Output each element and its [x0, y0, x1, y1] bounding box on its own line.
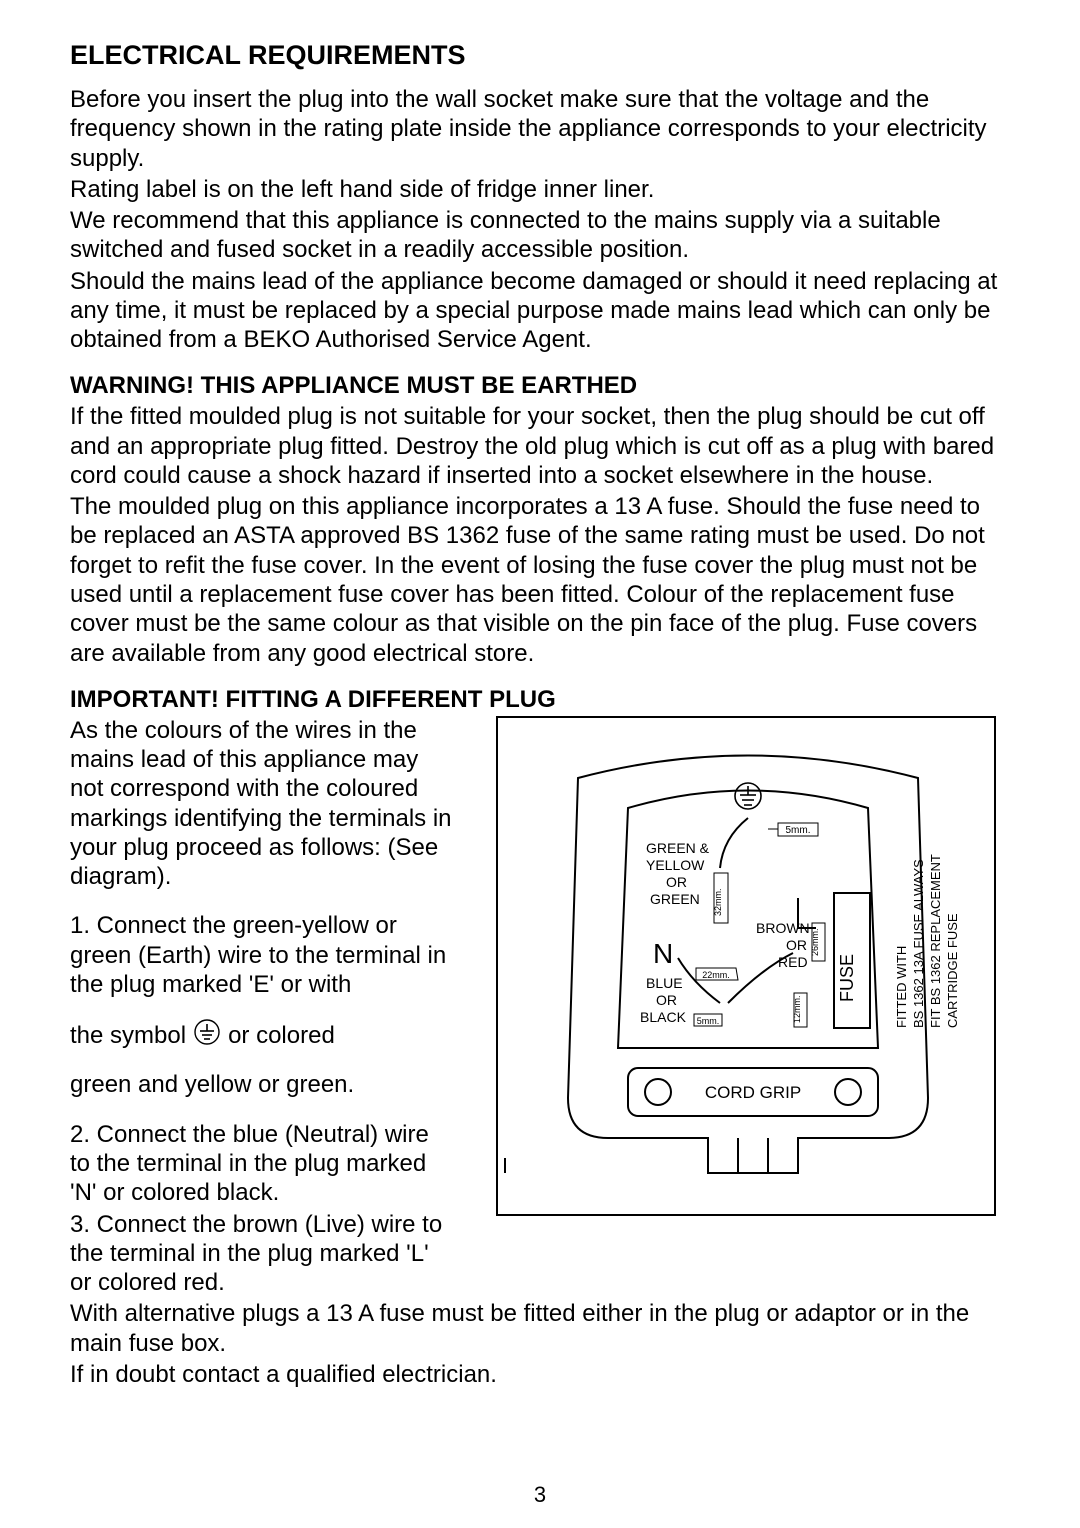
svg-text:BLACK: BLACK	[640, 1009, 687, 1025]
earth-icon	[194, 1019, 220, 1052]
plug-wiring-diagram: 5mm. GREEN & YELLOW OR GREEN 32mm. N BLU	[496, 716, 996, 1216]
page-heading: ELECTRICAL REQUIREMENTS	[70, 40, 1010, 71]
label-cord-grip: CORD GRIP	[705, 1083, 801, 1102]
two-column-section: As the colours of the wires in the mains…	[70, 716, 1010, 1300]
svg-text:OR: OR	[786, 937, 807, 953]
svg-text:CARTRIDGE FUSE: CARTRIDGE FUSE	[945, 913, 960, 1028]
label-n: N	[653, 938, 673, 969]
label-green-yellow: GREEN &	[646, 840, 710, 856]
svg-text:32mm.: 32mm.	[713, 888, 723, 916]
fitting-step-1: 1. Connect the green-yellow or green (Ea…	[70, 911, 452, 999]
closing-para-1: With alternative plugs a 13 A fuse must …	[70, 1299, 1010, 1358]
symbol-text-after: or colored	[228, 1021, 335, 1050]
right-column: 5mm. GREEN & YELLOW OR GREEN 32mm. N BLU	[482, 716, 1010, 1216]
len-5mm-bl: 5mm.	[697, 1016, 720, 1026]
intro-para-4: Should the mains lead of the appliance b…	[70, 267, 1010, 355]
fitting-para-1: As the colours of the wires in the mains…	[70, 716, 452, 892]
fitting-step-2: 2. Connect the blue (Neutral) wire to th…	[70, 1120, 452, 1208]
svg-text:OR: OR	[656, 992, 677, 1008]
fitting-color-1: green and yellow or green.	[70, 1070, 452, 1099]
fitting-step-3: 3. Connect the brown (Live) wire to the …	[70, 1210, 452, 1298]
svg-text:26mm.: 26mm.	[810, 928, 820, 956]
svg-text:GREEN: GREEN	[650, 891, 700, 907]
page-number: 3	[0, 1482, 1080, 1508]
len-22mm: 22mm.	[702, 970, 730, 980]
warning-para-1: If the fitted moulded plug is not suitab…	[70, 402, 1010, 490]
svg-text:RED: RED	[778, 954, 808, 970]
svg-text:YELLOW: YELLOW	[646, 857, 705, 873]
intro-para-2: Rating label is on the left hand side of…	[70, 175, 1010, 204]
closing-para-2: If in doubt contact a qualified electric…	[70, 1360, 1010, 1389]
intro-para-3: We recommend that this appliance is conn…	[70, 206, 1010, 265]
earth-symbol-line: the symbol or colored	[70, 1019, 452, 1052]
svg-text:12mm.: 12mm.	[792, 995, 802, 1023]
svg-text:FIT BS 1362 REPLACEMENT: FIT BS 1362 REPLACEMENT	[928, 854, 943, 1028]
len-5mm-top: 5mm.	[786, 825, 811, 836]
label-side-1: FITTED WITH	[894, 945, 909, 1027]
label-fuse: FUSE	[837, 954, 857, 1002]
warning-para-2: The moulded plug on this appliance incor…	[70, 492, 1010, 668]
label-blue: BLUE	[646, 975, 683, 991]
left-column: As the colours of the wires in the mains…	[70, 716, 452, 1300]
intro-para-1: Before you insert the plug into the wall…	[70, 85, 1010, 173]
svg-text:OR: OR	[666, 874, 687, 890]
svg-text:BS 1362 13A FUSE ALWAYS: BS 1362 13A FUSE ALWAYS	[911, 859, 926, 1028]
fitting-heading: IMPORTANT! FITTING A DIFFERENT PLUG	[70, 686, 1010, 714]
warning-heading: WARNING! THIS APPLIANCE MUST BE EARTHED	[70, 372, 1010, 400]
symbol-text-before: the symbol	[70, 1021, 186, 1050]
